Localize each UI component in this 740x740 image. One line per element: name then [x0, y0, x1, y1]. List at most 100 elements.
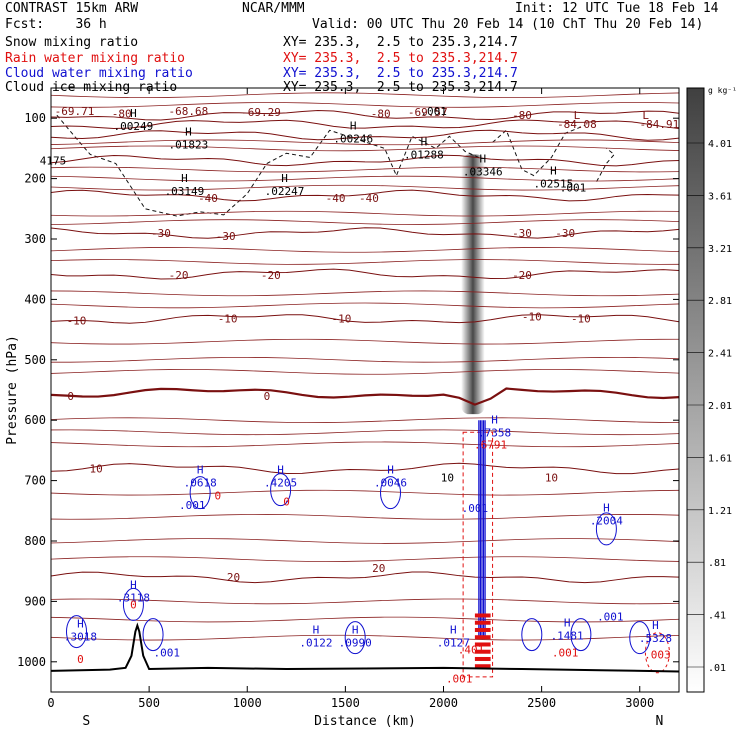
high-value-label-11: .2004 — [590, 515, 623, 528]
high-value-label-9: .4205 — [264, 477, 297, 490]
y-tick-label-3: 400 — [24, 292, 46, 306]
colorbar-level-label-10: .01 — [708, 663, 726, 674]
temperature-contour-20 — [50, 571, 680, 584]
rain-column-outline — [462, 431, 494, 678]
high-marker-9: H — [277, 464, 284, 477]
contour-value-label-12: 0 — [215, 490, 222, 503]
rain-bar-1 — [474, 620, 491, 625]
high-marker-4: H — [479, 153, 486, 166]
contour-value-label-6: .001 — [597, 611, 624, 624]
temperature-contour-minor-23 — [50, 598, 680, 605]
field-name-rain: Rain water mixing ratio — [5, 51, 186, 66]
high-marker-1: H — [185, 125, 192, 138]
temperature-label-5: -69.57 — [408, 106, 448, 119]
high-marker-10: H — [387, 464, 394, 477]
high-value-label-17: .0127 — [437, 637, 470, 650]
temperature-contour-0 — [50, 387, 680, 406]
temperature-label-2: -68.68 — [169, 105, 209, 118]
colorbar-level-label-1: 3.61 — [708, 191, 732, 202]
x-tick-label-1: 500 — [138, 696, 160, 710]
y-tick-label-4: 500 — [24, 353, 46, 367]
temperature-contour-minor-16 — [50, 417, 680, 424]
high-marker-18: H — [564, 616, 571, 629]
valid-time: Valid: 00 UTC Thu 20 Feb 14 (10 ChT Thu … — [312, 17, 704, 32]
temperature-contour--30 — [50, 227, 680, 239]
temperature-contour-10 — [50, 462, 680, 475]
temperature-contour-minor-10 — [50, 259, 680, 265]
y-tick-label-9: 1000 — [17, 655, 46, 669]
y-tick-label-2: 300 — [24, 232, 46, 246]
cloud-water-cell-7 — [344, 621, 366, 655]
temperature-label-6: -80 — [512, 109, 532, 122]
y-tick-label-6: 700 — [24, 474, 46, 488]
colorbar-level-label-4: 2.41 — [708, 349, 732, 360]
high-value-label-15: .0122 — [299, 637, 332, 650]
low-marker-0: L — [574, 109, 581, 122]
temperature-label-9: -40 — [198, 192, 218, 205]
temperature-label-7: -84.08 — [557, 118, 597, 131]
x-tick-label-5: 2500 — [527, 696, 556, 710]
temperature-label-18: -20 — [512, 269, 532, 282]
contour-value-label-9: .003 — [644, 649, 671, 662]
temperature-contour-minor-14 — [50, 356, 680, 363]
field-name-cloudwater: Cloud water mixing ratio — [5, 66, 193, 81]
cloud-water-cell-1 — [270, 473, 292, 507]
cloud-water-cell-2 — [380, 476, 402, 510]
high-value-label-6: .03149 — [165, 185, 205, 198]
temperature-contour--70 — [50, 119, 680, 129]
cloud-water-cell-8 — [521, 618, 543, 652]
temperature-contour-minor-12 — [50, 302, 680, 309]
high-marker-13: H — [130, 578, 137, 591]
y-axis-title: Pressure (hPa) — [5, 335, 20, 445]
temperature-contour--50 — [50, 154, 680, 167]
temperature-contour--80 — [50, 110, 680, 121]
high-marker-14: H — [77, 618, 84, 631]
high-marker-19: H — [652, 619, 659, 632]
contour-value-label-7: .001 — [552, 647, 579, 660]
contour-value-label-1: .001 — [560, 182, 587, 195]
high-value-label-10: .0046 — [374, 477, 407, 490]
temperature-contour-minor-11 — [50, 290, 680, 297]
temperature-label-27: 10 — [545, 472, 558, 485]
colorbar-level-label-3: 2.81 — [708, 296, 732, 307]
temperature-label-15: -30 — [555, 227, 575, 240]
temperature-label-10: -40 — [326, 192, 346, 205]
high-marker-8: H — [197, 464, 204, 477]
high-marker-7: H — [281, 172, 288, 185]
temperature-label-0: -69.71 — [55, 105, 95, 118]
high-value-label-5: .02515 — [534, 178, 574, 191]
field-xy-snow: XY= 235.3, 2.5 to 235.3,214.7 — [283, 35, 518, 50]
temperature-contour-minor-19 — [50, 489, 680, 496]
field-xy-rain: XY= 235.3, 2.5 to 235.3,214.7 — [283, 51, 518, 66]
colorbar-level-label-8: .81 — [708, 558, 726, 569]
colorbar-unit-label: g kg⁻¹ — [708, 86, 737, 95]
contour-value-label-14: 0 — [77, 653, 84, 666]
rain-bar-0 — [474, 613, 491, 618]
temperature-label-28: 20 — [227, 571, 240, 584]
cloud-water-cell-5 — [122, 587, 144, 621]
temperature-label-11: -40 — [359, 192, 379, 205]
high-marker-17: H — [450, 624, 457, 637]
y-tick-label-5: 600 — [24, 413, 46, 427]
high-marker-6: H — [181, 172, 188, 185]
temperature-label-17: -20 — [261, 269, 281, 282]
temperature-label-24: 0 — [67, 390, 74, 403]
high-value-label-16: .0990 — [339, 637, 372, 650]
high-marker-2: H — [350, 119, 357, 132]
temperature-label-26: 10 — [90, 463, 103, 476]
y-tick-label-7: 800 — [24, 534, 46, 548]
temperature-contour-minor-7 — [50, 210, 680, 217]
high-value-label-12: .7358 — [478, 426, 511, 439]
temperature-contour-minor-22 — [50, 556, 680, 562]
cloud-water-cell-3 — [595, 512, 617, 546]
low-marker-1: L — [642, 109, 649, 122]
colorbar-level-label-7: 1.21 — [708, 506, 732, 517]
temperature-label-13: -30 — [216, 230, 236, 243]
temperature-label-16: -20 — [169, 269, 189, 282]
north-endpoint-label: N — [655, 714, 663, 729]
temperature-contour-minor-0 — [50, 92, 680, 99]
high-value-label-0: .00249 — [114, 120, 154, 133]
temperature-contour-minor-20 — [50, 514, 680, 520]
plot-frame — [50, 87, 680, 693]
